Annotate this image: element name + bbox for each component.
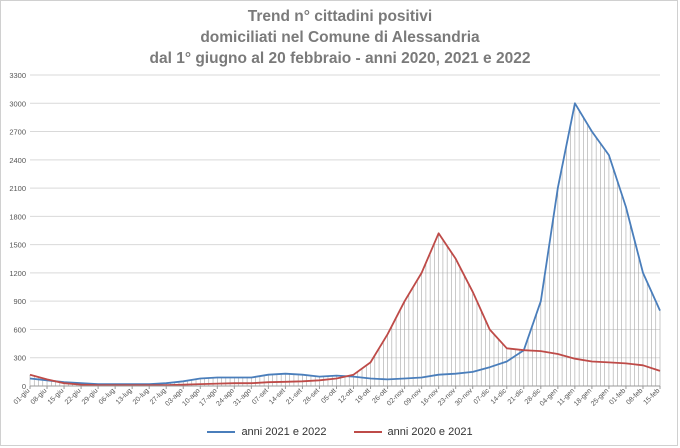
y-tick-label-5: 1500 [9,241,26,250]
x-tick-label-18: 05-ott [320,387,338,405]
y-tick-label-7: 2100 [9,184,26,193]
x-tick-label-11: 17-ago [198,387,218,407]
x-tick-label-5: 06-lug [98,387,117,406]
legend-label-series-a: anni 2021 e 2022 [241,426,327,438]
x-tick-label-6: 13-lug [115,387,134,406]
x-tick-label-9: 03-ago [164,387,184,407]
x-tick-label-31: 04-gen [539,387,559,407]
y-tick-label-6: 1800 [9,212,26,221]
legend-item-series-a: anni 2021 e 2022 [207,426,326,438]
x-tick-label-13: 31-ago [232,387,252,407]
y-tick-label-10: 3000 [9,99,26,108]
x-tick-label-27: 07-dic [473,387,492,406]
y-tick-label-3: 900 [13,297,26,306]
title-line-1: Trend n° cittadini positivi [247,8,433,25]
x-tick-label-17: 28-set [302,387,321,406]
x-tick-label-33: 18-gen [573,387,593,407]
x-tick-label-3: 22-giu [64,387,83,406]
legend-swatch-series-b [353,431,382,433]
x-tick-label-7: 20-lug [132,387,151,406]
x-tick-label-14: 07-set [251,387,270,406]
y-tick-label-4: 1200 [9,269,26,278]
x-tick-label-29: 21-dic [507,387,526,406]
title-line-3: dal 1° giugno al 20 febbraio - anni 2020… [149,50,531,67]
grid-lines [30,74,660,387]
title-line-2: domiciliati nel Comune di Alessandria [200,29,480,46]
x-tick-label-36: 08-feb [625,387,644,406]
y-tick-label-8: 2400 [9,156,26,165]
x-tick-label-28: 14-dic [490,387,509,406]
series-line-1 [29,232,661,387]
series-lines [29,102,661,387]
x-tick-label-4: 29-giu [81,387,100,406]
x-tick-label-23: 09-nov [403,387,423,407]
x-tick-label-12: 24-ago [215,387,235,407]
drop-lines [29,103,661,386]
y-tick-label-2: 600 [13,325,26,334]
x-tick-label-19: 12-ott [337,387,355,405]
y-tick-label-9: 2700 [9,128,26,137]
y-tick-label-1: 300 [13,354,26,363]
legend-label-series-b: anni 2020 e 2021 [387,426,473,438]
x-tick-label-10: 10-ago [181,387,201,407]
x-tick-label-15: 14-set [268,387,287,406]
y-axis: 0 300 600 900 1200 1500 1800 2100 2400 2700 3000 33… [9,71,26,391]
x-tick-label-37: 15-feb [642,387,661,406]
x-tick-label-35: 01-feb [608,387,627,406]
x-tick-label-24: 16-nov [420,387,440,407]
legend: anni 2021 e 2022 anni 2020 e 2021 [0,424,680,438]
x-tick-label-2: 15-giu [47,387,66,406]
y-tick-label-0: 0 [22,382,26,391]
y-tick-label-11: 3300 [9,71,26,80]
chart-title: Trend n° cittadini positivi domiciliati … [0,6,680,69]
legend-item-series-b: anni 2020 e 2021 [353,426,473,438]
x-axis: 01-giu08-giu15-giu22-giu29-giu06-lug13-l… [13,385,661,408]
series-line-0 [29,102,661,386]
x-tick-label-16: 21-set [285,387,304,406]
legend-swatch-series-a [207,431,236,433]
x-tick-label-1: 08-giu [30,387,49,406]
x-tick-label-26: 30-nov [454,387,474,407]
x-tick-label-22: 02-nov [386,387,406,407]
x-tick-label-25: 23-nov [437,387,457,407]
x-tick-label-20: 19-ott [354,387,372,405]
x-tick-label-34: 25-gen [590,387,610,407]
